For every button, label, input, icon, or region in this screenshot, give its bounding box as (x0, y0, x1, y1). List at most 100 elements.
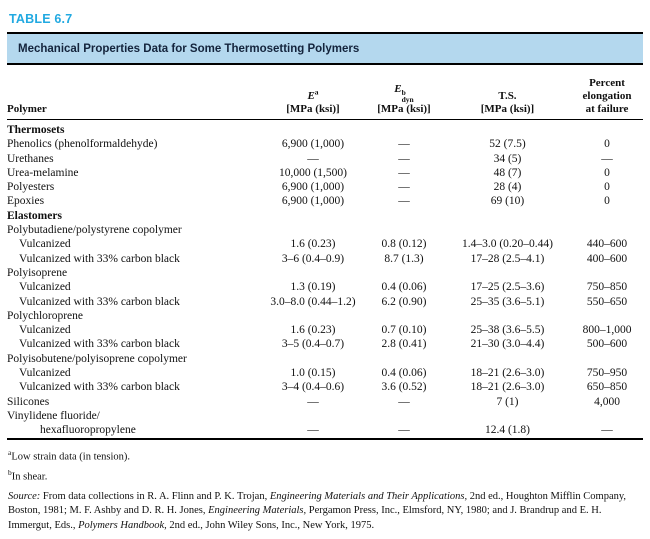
elongation-cell (571, 352, 643, 366)
table-title-banner: Mechanical Properties Data for Some Ther… (7, 32, 643, 65)
table-row: Epoxies 6,900 (1,000) — 69 (10) 0 (7, 194, 643, 208)
column-header-tensile-strength: T.S. [MPa (ksi)] (444, 65, 571, 120)
tensile-strength-cell: 17–25 (2.5–3.6) (470, 281, 545, 294)
elongation-cell (571, 209, 643, 223)
table-row: Silicones — — 7 (1) 4,000 (7, 395, 643, 409)
tensile-strength-cell (444, 266, 571, 280)
source-segment: Engineering Materials, (208, 505, 307, 517)
tensile-strength-cell: 25–38 (3.6–5.5) (470, 324, 545, 337)
elastic-modulus-cell (262, 352, 364, 366)
elastic-modulus-cell (262, 209, 364, 223)
column-header-elastic-modulus: Ea [MPa (ksi)] (262, 65, 364, 120)
elongation-cell: 800–1,000 (582, 324, 632, 337)
polymer-name-cell: Epoxies (7, 195, 45, 208)
dynamic-modulus-cell: 0.4 (0.06) (381, 367, 427, 380)
elongation-cell: 650–850 (586, 381, 628, 394)
table-row: Thermosets (7, 120, 643, 138)
table-row: Elastomers (7, 209, 643, 223)
tensile-strength-cell (444, 120, 571, 138)
dynamic-modulus-cell: — (398, 395, 410, 408)
table-row: Vulcanized 1.3 (0.19) 0.4 (0.06) 17–25 (… (7, 280, 643, 294)
table-row: Polychloroprene (7, 309, 643, 323)
dynamic-modulus-cell (364, 309, 444, 323)
elastic-modulus-cell: 3–4 (0.4–0.6) (281, 381, 345, 394)
table-row: Polyisobutene/polyisoprene copolymer (7, 352, 643, 366)
tensile-strength-cell: 52 (7.5) (489, 138, 526, 151)
polymer-name-cell: Urea-melamine (7, 166, 79, 179)
footnote: bIn shear. (8, 465, 643, 485)
polymer-name-cell: Vulcanized with 33% carbon black (19, 252, 180, 265)
dynamic-modulus-cell (364, 209, 444, 223)
polymer-name-cell: Vulcanized with 33% carbon black (19, 338, 180, 351)
tensile-strength-cell (444, 223, 571, 237)
polymer-name-cell: Urethanes (7, 152, 54, 165)
elongation-cell (571, 266, 643, 280)
elastic-modulus-cell (262, 409, 364, 423)
table-row: Phenolics (phenolformaldehyde) 6,900 (1,… (7, 137, 643, 151)
table-row: Urethanes — — 34 (5) — (7, 152, 643, 166)
footnotes: aLow strain data (in tension). bIn shear. (8, 445, 643, 485)
elongation-cell: 750–950 (586, 367, 628, 380)
source-segment: Source: (8, 490, 41, 502)
dynamic-modulus-cell: 0.4 (0.06) (381, 281, 427, 294)
elongation-cell: 4,000 (594, 395, 620, 408)
polymer-name-cell: Vulcanized with 33% carbon black (19, 381, 180, 394)
footnote-marker: b (8, 467, 12, 477)
dynamic-modulus-cell: — (398, 181, 410, 194)
elongation-cell: 0 (604, 138, 610, 151)
elongation-cell: 500–600 (586, 338, 628, 351)
table-row: Urea-melamine 10,000 (1,500) — 48 (7) 0 (7, 166, 643, 180)
elastic-modulus-cell: 1.0 (0.15) (290, 367, 336, 380)
elastic-modulus-cell: 1.6 (0.23) (290, 238, 336, 251)
polymer-name-cell: Vinylidene fluoride/ (7, 409, 100, 422)
polymer-name-cell: Vulcanized (19, 238, 71, 251)
dynamic-modulus-cell (364, 409, 444, 423)
elongation-cell: — (601, 424, 613, 437)
elastic-modulus-cell (262, 223, 364, 237)
table-row: Vulcanized 1.6 (0.23) 0.8 (0.12) 1.4–3.0… (7, 237, 643, 251)
elastic-modulus-cell: 6,900 (1,000) (281, 195, 345, 208)
elastic-modulus-cell: 1.3 (0.19) (290, 281, 336, 294)
elongation-cell: 0 (604, 181, 610, 194)
tensile-strength-cell (444, 409, 571, 423)
table-title: Mechanical Properties Data for Some Ther… (18, 42, 360, 55)
tensile-strength-cell: 12.4 (1.8) (484, 424, 531, 437)
elongation-cell: 400–600 (586, 252, 628, 265)
tensile-strength-cell (444, 352, 571, 366)
dynamic-modulus-cell: — (398, 152, 410, 165)
elongation-cell: 750–850 (586, 281, 628, 294)
elongation-cell (571, 223, 643, 237)
table-row: Vulcanized with 33% carbon black 3–5 (0.… (7, 337, 643, 351)
tensile-strength-cell: 18–21 (2.6–3.0) (470, 381, 545, 394)
footnote: aLow strain data (in tension). (8, 445, 643, 465)
elastic-modulus-cell: — (307, 424, 319, 437)
elastic-modulus-cell: 3.0–8.0 (0.44–1.2) (270, 295, 356, 308)
source-segment: Polymers Handbook, (78, 519, 167, 531)
dynamic-modulus-cell: — (398, 195, 410, 208)
tensile-strength-cell: 1.4–3.0 (0.20–0.44) (461, 238, 554, 251)
elastic-modulus-cell: 3–5 (0.4–0.7) (281, 338, 345, 351)
source-citation: Source: From data collections in R. A. F… (8, 490, 642, 534)
dynamic-modulus-cell (364, 352, 444, 366)
dynamic-modulus-cell: — (398, 138, 410, 151)
elastic-modulus-cell (262, 266, 364, 280)
polymer-name-cell: Vulcanized (19, 281, 71, 294)
table-row: hexafluoropropylene — — 12.4 (1.8) — (7, 423, 643, 438)
tensile-strength-cell: 25–35 (3.6–5.1) (470, 295, 545, 308)
elongation-cell (571, 409, 643, 423)
tensile-strength-cell (444, 309, 571, 323)
tensile-strength-cell: 34 (5) (493, 152, 522, 165)
polymer-name-cell: hexafluoropropylene (40, 424, 136, 437)
elastic-modulus-cell: 3–6 (0.4–0.9) (281, 252, 345, 265)
source-segment: 2nd ed., John Wiley Sons, Inc., New York… (166, 519, 375, 531)
table-number-label: TABLE 6.7 (9, 12, 73, 26)
polymer-name-cell: Elastomers (7, 209, 62, 222)
dynamic-modulus-cell: 3.6 (0.52) (381, 381, 427, 394)
source-segment: Engineering Materials and Their Applicat… (269, 490, 468, 502)
tensile-strength-cell: 7 (1) (496, 395, 519, 408)
polymer-name-cell: Thermosets (7, 124, 65, 136)
elastic-modulus-cell: 10,000 (1,500) (278, 166, 348, 179)
column-header-polymer: Polymer (7, 65, 262, 120)
dynamic-modulus-cell (364, 223, 444, 237)
